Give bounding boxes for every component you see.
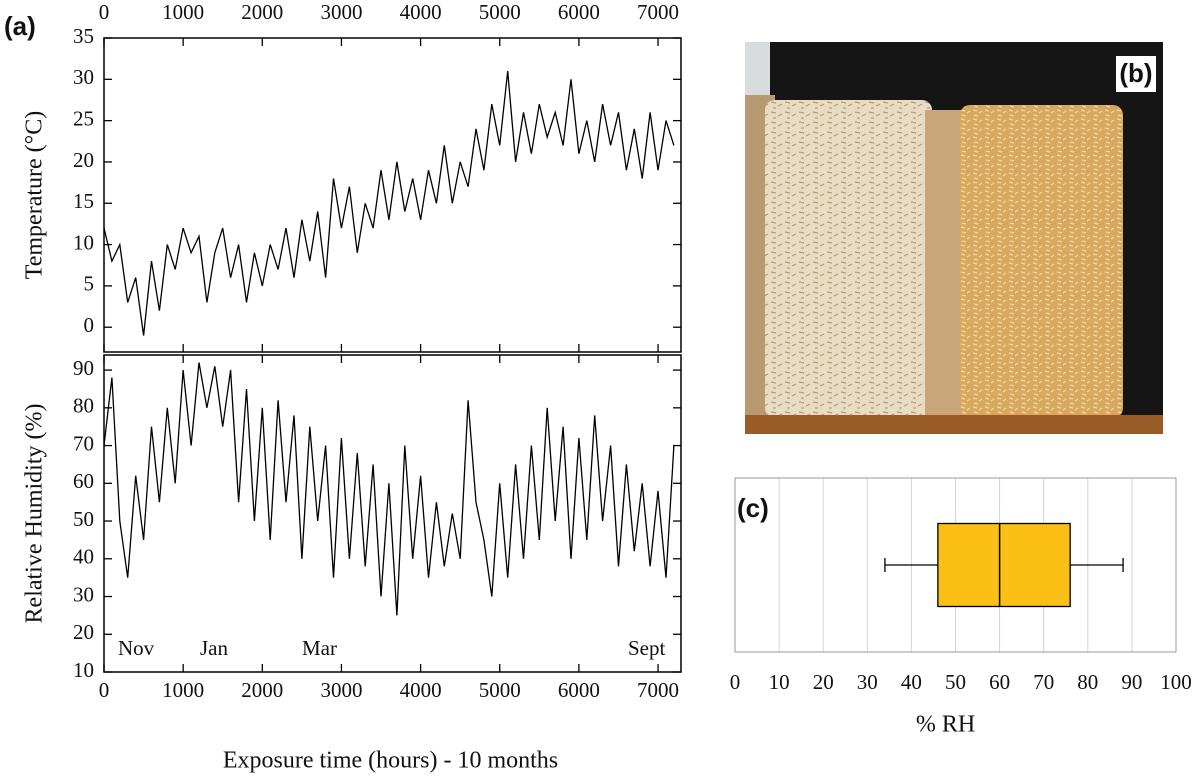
- y-tick-label: 60: [73, 469, 94, 493]
- x-tick-label: 4000: [400, 678, 442, 702]
- x-tick-label: 0: [730, 670, 741, 694]
- x-tick-label: 40: [901, 670, 922, 694]
- x-tick-label: 50: [945, 670, 966, 694]
- panel-label: (c): [737, 493, 769, 523]
- y-tick-label: 50: [73, 507, 94, 531]
- plot-frame: [734, 477, 1177, 653]
- plot-frame: [103, 37, 682, 353]
- panel-label: (a): [4, 11, 36, 41]
- x-tick-label: 0: [99, 678, 110, 702]
- x-tick-label: 2000: [241, 678, 283, 702]
- x-tick-label: 3000: [320, 0, 362, 24]
- data-line: [103, 362, 675, 616]
- x-tick-label: 70: [1033, 670, 1054, 694]
- x-tick-label: 3000: [320, 678, 362, 702]
- plot-frame: [103, 354, 682, 673]
- box: [937, 522, 1071, 608]
- x-tick-label: 60: [989, 670, 1010, 694]
- x-tick-label: 1000: [162, 0, 204, 24]
- x-axis-label: % RH: [916, 712, 975, 738]
- x-tick-label: 20: [813, 670, 834, 694]
- y-tick-label: 90: [73, 356, 94, 380]
- x-tick-label: 30: [857, 670, 878, 694]
- y-tick-label: 5: [84, 272, 95, 296]
- y-tick-label: 10: [73, 230, 94, 254]
- x-tick-label: 5000: [479, 678, 521, 702]
- x-tick-label: 1000: [162, 678, 204, 702]
- month-annotation: Nov: [118, 636, 155, 660]
- y-tick-label: 40: [73, 545, 94, 569]
- month-annotation: Sept: [628, 636, 666, 660]
- y-tick-label: 70: [73, 431, 94, 455]
- month-annotation: Jan: [200, 636, 228, 660]
- y-tick-label: 20: [73, 148, 94, 172]
- x-tick-label: 2000: [241, 0, 283, 24]
- photo: (b): [745, 42, 1163, 434]
- x-tick-label: 0: [99, 0, 110, 24]
- x-tick-label: 4000: [400, 0, 442, 24]
- y-tick-label: 30: [73, 582, 94, 606]
- y-tick-label: 15: [73, 189, 94, 213]
- y-tick-label: 25: [73, 106, 94, 130]
- data-line: [103, 71, 675, 336]
- x-tick-label: 7000: [637, 0, 679, 24]
- month-annotation: Mar: [302, 636, 337, 660]
- x-tick-label: 6000: [558, 678, 600, 702]
- y-tick-label: 20: [73, 620, 94, 644]
- panel-label: (b): [1119, 58, 1152, 88]
- x-axis-label: Exposure time (hours) - 10 months: [223, 748, 558, 774]
- x-tick-label: 100: [1160, 670, 1192, 694]
- y-axis-label: Temperature (°C): [22, 111, 48, 280]
- y-tick-label: 30: [73, 65, 94, 89]
- x-tick-label: 5000: [479, 0, 521, 24]
- y-tick-label: 0: [84, 313, 95, 337]
- y-axis-label: Relative Humidity (%): [22, 404, 48, 624]
- x-tick-label: 10: [769, 670, 790, 694]
- y-tick-label: 80: [73, 394, 94, 418]
- x-tick-label: 7000: [637, 678, 679, 702]
- x-tick-label: 90: [1121, 670, 1142, 694]
- y-tick-label: 10: [73, 658, 94, 682]
- x-tick-label: 80: [1077, 670, 1098, 694]
- x-tick-label: 6000: [558, 0, 600, 24]
- y-tick-label: 35: [73, 24, 94, 48]
